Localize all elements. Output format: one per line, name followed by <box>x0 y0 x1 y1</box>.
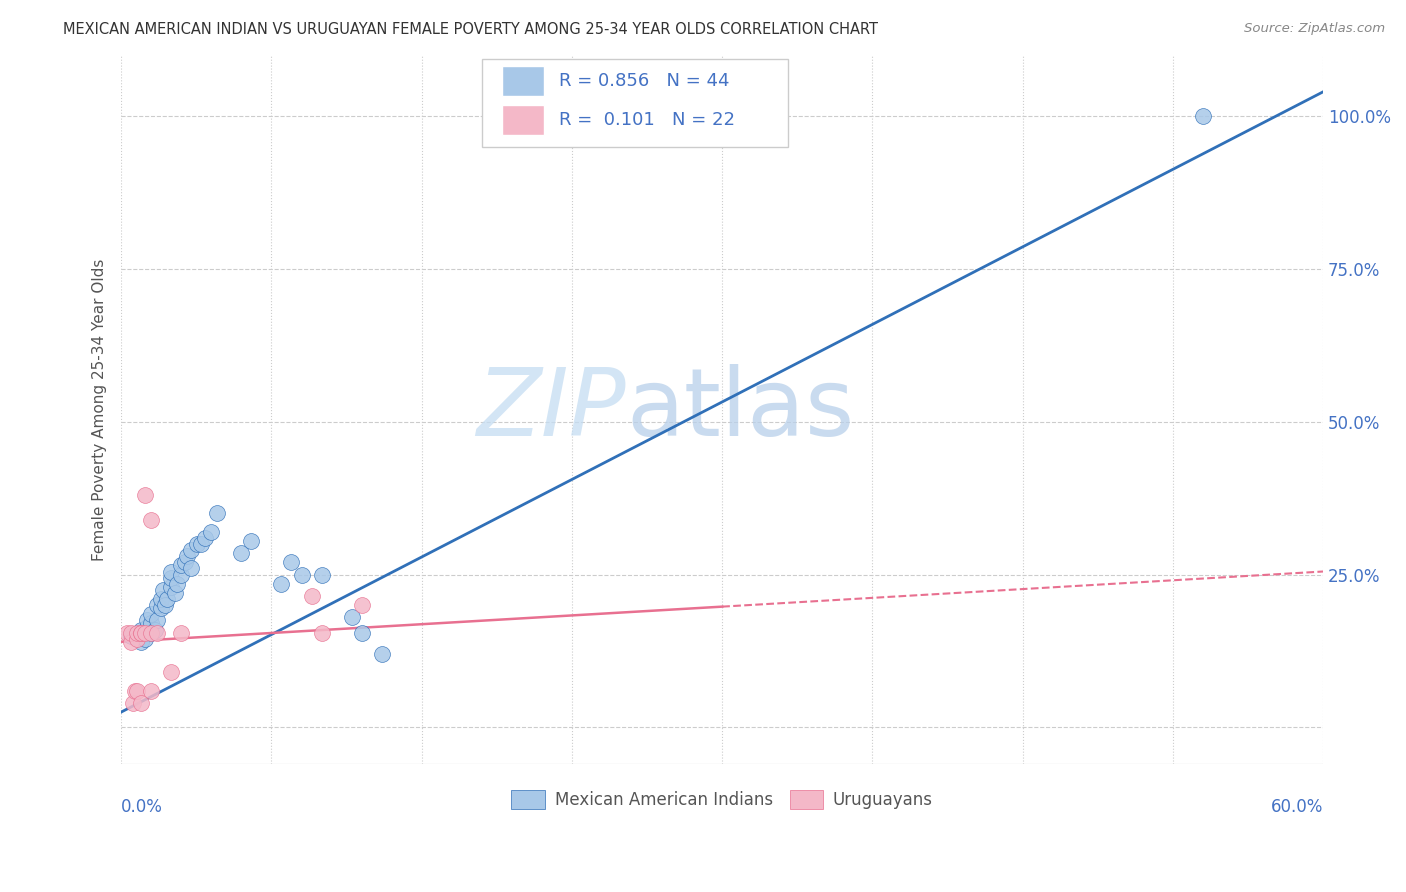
Point <box>152 582 174 597</box>
Point <box>127 683 149 698</box>
Point <box>141 625 163 640</box>
Point <box>141 512 163 526</box>
Point <box>311 567 333 582</box>
Text: 60.0%: 60.0% <box>1271 797 1323 815</box>
Point <box>270 576 292 591</box>
Point <box>165 586 187 600</box>
Point <box>311 625 333 640</box>
Text: atlas: atlas <box>626 364 855 456</box>
Point <box>155 598 177 612</box>
Point <box>129 623 152 637</box>
Point <box>122 696 145 710</box>
Point <box>170 567 193 582</box>
Text: 0.0%: 0.0% <box>121 797 163 815</box>
Point <box>129 625 152 640</box>
Point <box>301 589 323 603</box>
Point <box>240 533 263 548</box>
Point <box>160 571 183 585</box>
Point <box>350 598 373 612</box>
Point <box>370 647 392 661</box>
Point <box>129 634 152 648</box>
Point <box>129 696 152 710</box>
Point <box>280 555 302 569</box>
Point <box>194 531 217 545</box>
Point <box>1192 109 1215 123</box>
Point <box>180 561 202 575</box>
Point <box>200 524 222 539</box>
Point <box>127 625 149 640</box>
Text: ZIP: ZIP <box>477 364 626 455</box>
Point <box>136 619 159 633</box>
Point <box>170 558 193 573</box>
Point <box>170 625 193 640</box>
Point <box>141 616 163 631</box>
Point <box>146 614 169 628</box>
FancyBboxPatch shape <box>502 66 544 96</box>
Point <box>127 625 149 640</box>
Point <box>129 625 152 640</box>
Point <box>120 625 142 640</box>
Legend: Mexican American Indians, Uruguayans: Mexican American Indians, Uruguayans <box>505 783 939 816</box>
Point <box>207 507 229 521</box>
Point <box>180 543 202 558</box>
Point <box>150 601 173 615</box>
Point <box>290 567 312 582</box>
Point <box>141 607 163 622</box>
Point <box>146 598 169 612</box>
Text: MEXICAN AMERICAN INDIAN VS URUGUAYAN FEMALE POVERTY AMONG 25-34 YEAR OLDS CORREL: MEXICAN AMERICAN INDIAN VS URUGUAYAN FEM… <box>63 22 879 37</box>
Point <box>190 537 212 551</box>
Point <box>120 629 142 643</box>
FancyBboxPatch shape <box>502 105 544 136</box>
Point <box>350 625 373 640</box>
Point <box>115 625 138 640</box>
Point <box>231 546 253 560</box>
Point <box>136 614 159 628</box>
Point <box>186 537 208 551</box>
Point <box>146 625 169 640</box>
Point <box>160 665 183 680</box>
Point <box>134 632 156 646</box>
Point <box>176 549 198 564</box>
Point <box>141 625 163 640</box>
Text: R =  0.101   N = 22: R = 0.101 N = 22 <box>558 112 735 129</box>
Text: R = 0.856   N = 44: R = 0.856 N = 44 <box>558 72 730 90</box>
Point <box>340 610 363 624</box>
Point <box>120 634 142 648</box>
Point <box>166 576 188 591</box>
Point <box>127 632 149 646</box>
Point <box>141 683 163 698</box>
Point <box>160 580 183 594</box>
Point <box>143 623 166 637</box>
Y-axis label: Female Poverty Among 25-34 Year Olds: Female Poverty Among 25-34 Year Olds <box>93 259 107 561</box>
Point <box>160 565 183 579</box>
Point <box>174 555 197 569</box>
Point <box>134 625 156 640</box>
Point <box>124 683 146 698</box>
Point <box>134 488 156 502</box>
Point <box>150 592 173 607</box>
Text: Source: ZipAtlas.com: Source: ZipAtlas.com <box>1244 22 1385 36</box>
Point <box>156 592 179 607</box>
FancyBboxPatch shape <box>482 59 789 147</box>
